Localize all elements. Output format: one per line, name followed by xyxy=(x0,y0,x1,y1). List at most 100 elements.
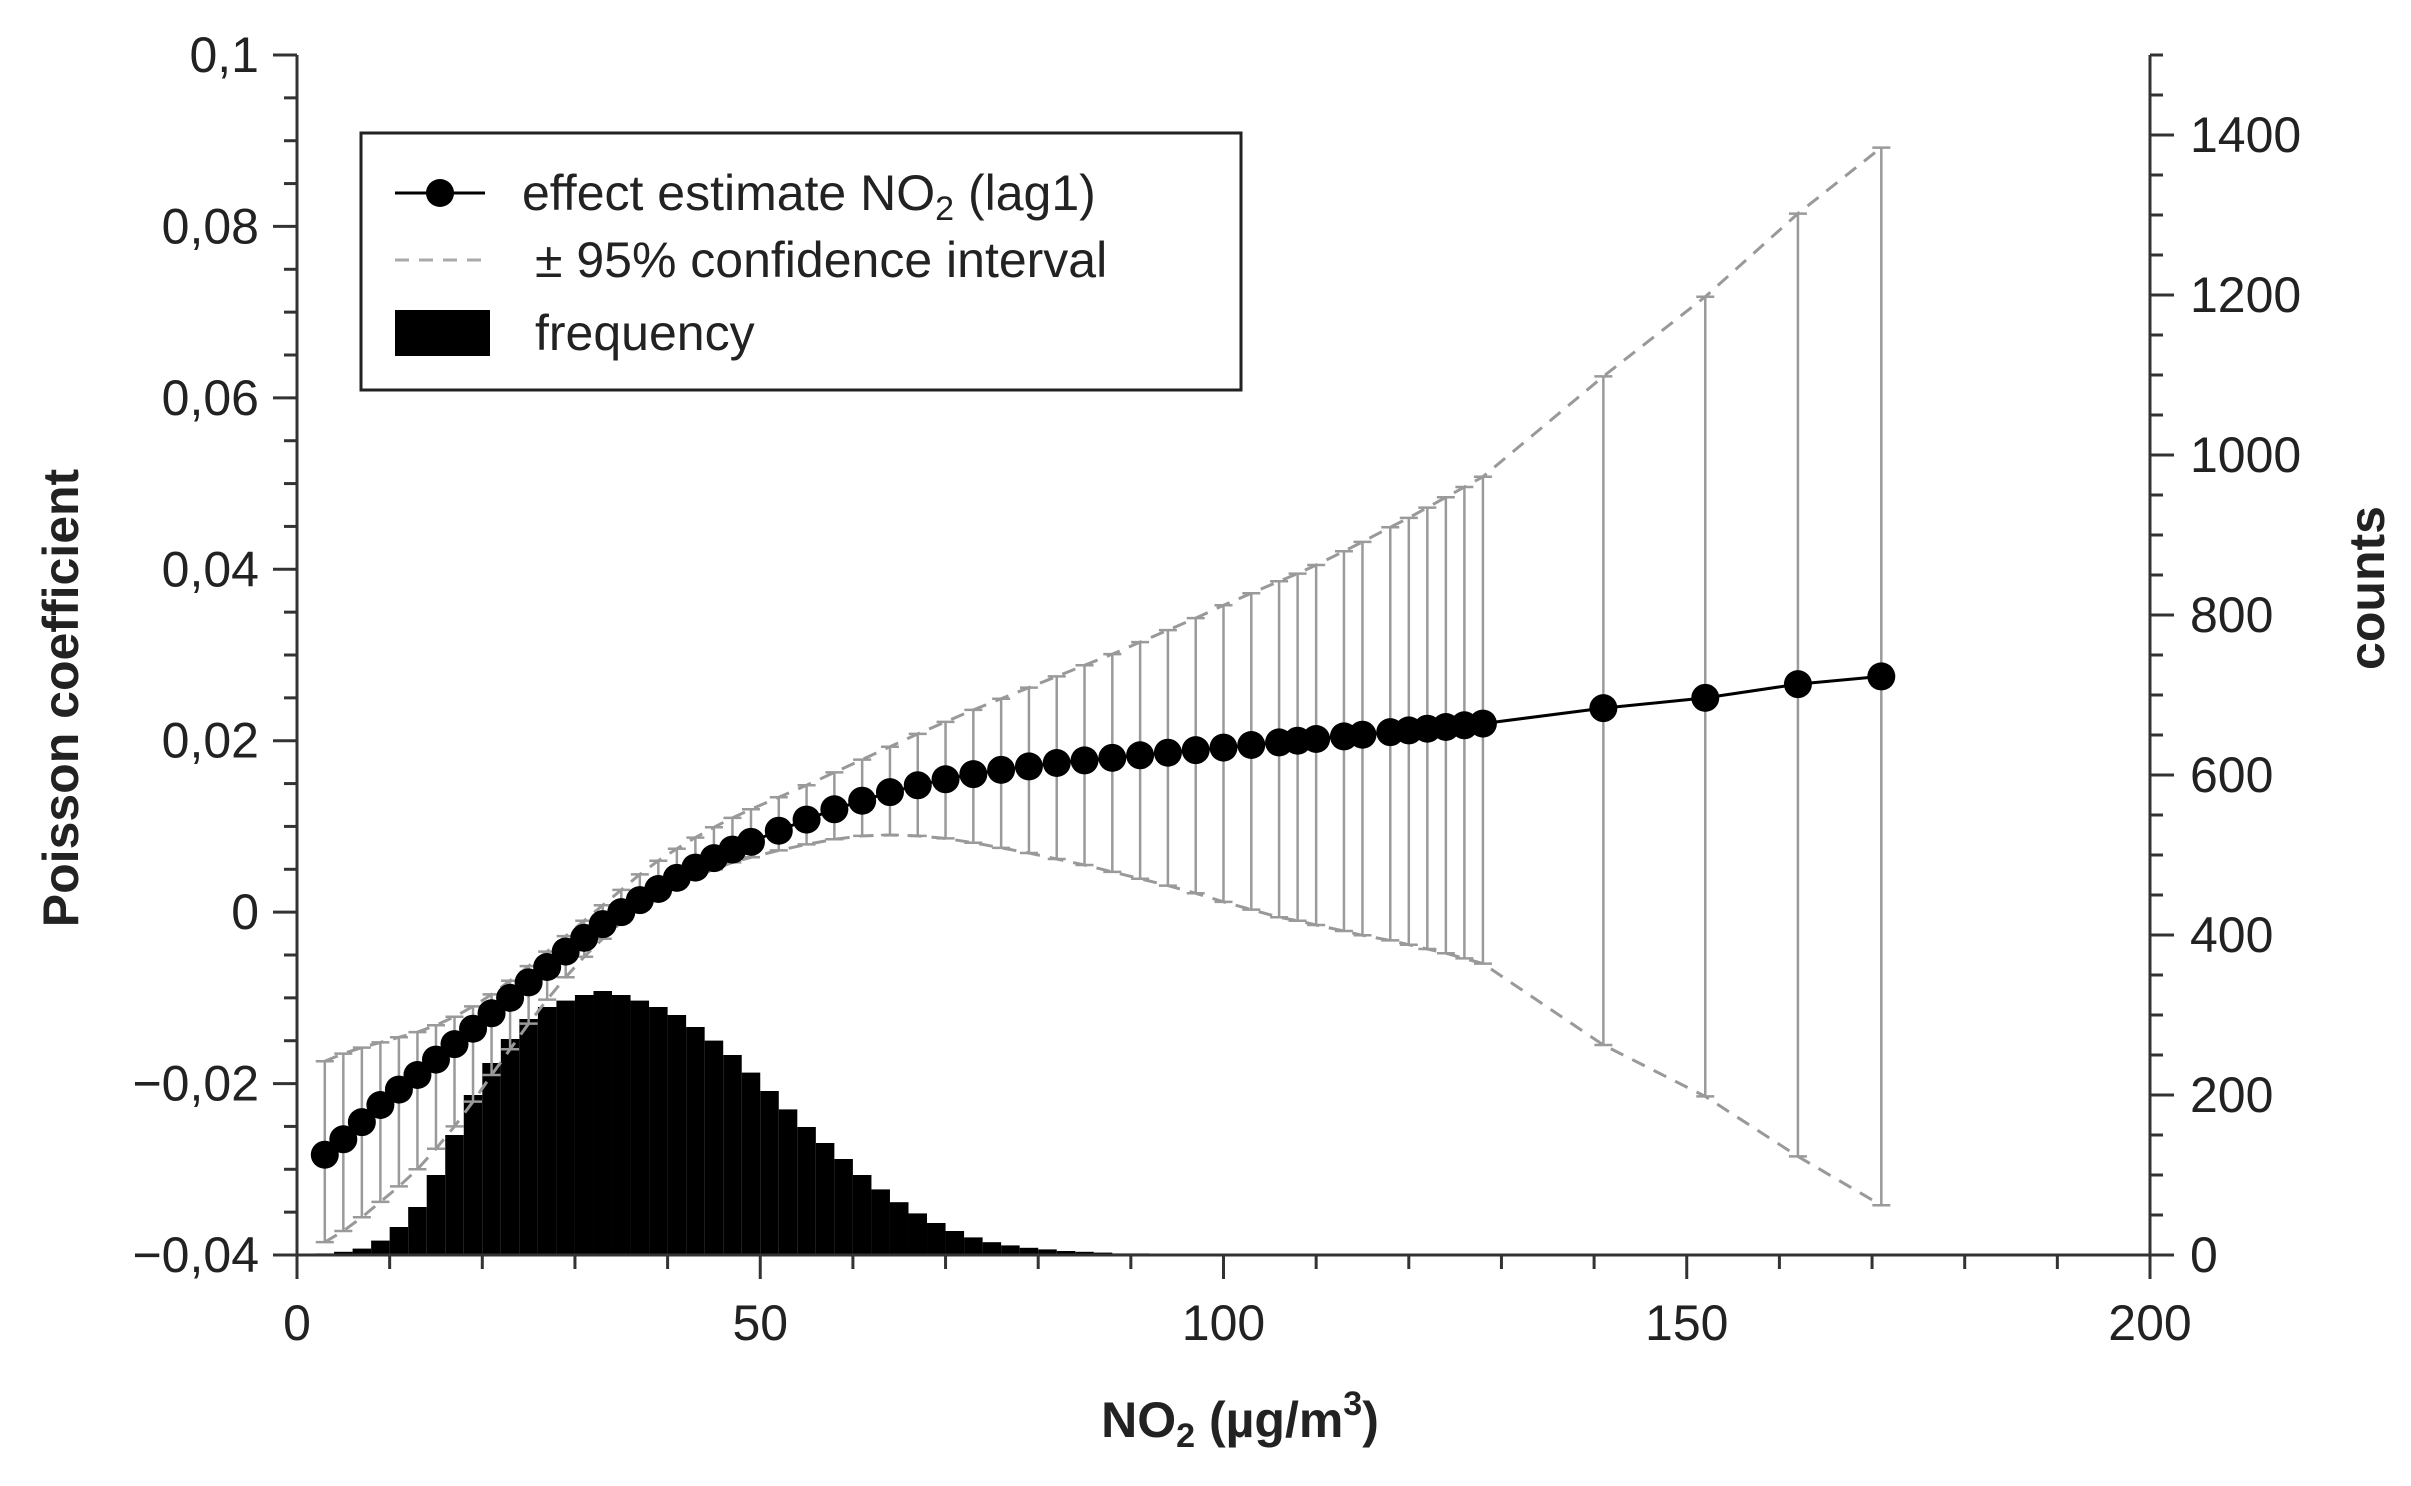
y2-axis-title: counts xyxy=(2339,506,2395,670)
histogram-bar xyxy=(760,1091,779,1255)
effect-point xyxy=(1237,731,1266,759)
effect-point xyxy=(347,1108,376,1137)
legend-box xyxy=(359,131,1243,392)
effect-point xyxy=(1867,662,1896,691)
effect-point xyxy=(959,760,988,789)
y2-tick-label: 200 xyxy=(2190,1067,2273,1123)
histogram-bar xyxy=(1019,1247,1039,1255)
ci-upper-line xyxy=(324,146,1883,1063)
effect-point xyxy=(736,827,765,856)
legend-frequency-swatch xyxy=(395,310,490,356)
histogram-bar xyxy=(574,995,594,1255)
histogram-bar xyxy=(1056,1251,1076,1255)
histogram-bar xyxy=(519,1019,538,1255)
effect-point xyxy=(1209,733,1238,762)
histogram-bar xyxy=(482,1063,501,1255)
histogram-bar xyxy=(1038,1249,1057,1255)
histogram-bar xyxy=(964,1237,983,1255)
effect-point xyxy=(1468,709,1497,738)
effect-point xyxy=(875,778,904,807)
histogram-bar xyxy=(667,1015,687,1255)
frequency-histogram xyxy=(315,991,1280,1255)
y-tick-label: −0,02 xyxy=(132,1056,259,1112)
effect-point xyxy=(477,999,506,1028)
legend: effect estimate NO2 (lag1) ± 95% confide… xyxy=(359,131,1243,392)
y2-tick-label: 600 xyxy=(2190,747,2273,803)
y2-tick-label: 0 xyxy=(2190,1227,2218,1283)
x-tick-label: 50 xyxy=(732,1295,788,1351)
x-tick-label: 150 xyxy=(1645,1295,1728,1351)
effect-point xyxy=(329,1125,358,1154)
histogram-bar xyxy=(834,1159,853,1255)
histogram-bar xyxy=(537,1007,557,1255)
histogram-bar xyxy=(371,1240,390,1255)
effect-point xyxy=(1014,752,1043,781)
histogram-bar xyxy=(852,1175,872,1255)
x-axis-title: NO2 (µg/m3) xyxy=(1101,1385,1379,1455)
effect-point xyxy=(310,1140,339,1169)
histogram-bar xyxy=(334,1251,353,1255)
histogram-bar xyxy=(426,1175,446,1255)
histogram-bar xyxy=(871,1189,890,1255)
effect-point xyxy=(1153,738,1182,767)
x-tick-label: 200 xyxy=(2108,1295,2191,1351)
effect-point xyxy=(987,755,1016,784)
y-tick-label: −0,04 xyxy=(132,1227,259,1283)
effect-point xyxy=(1691,683,1720,712)
histogram-bar xyxy=(649,1007,668,1255)
y2-tick-label: 800 xyxy=(2190,587,2273,643)
effect-point xyxy=(514,968,543,997)
histogram-bar xyxy=(593,991,613,1255)
histogram-bar xyxy=(556,1000,575,1255)
effect-point xyxy=(366,1091,395,1119)
effect-point xyxy=(1589,694,1618,723)
histogram-bar xyxy=(408,1207,427,1255)
y2-tick-label: 1200 xyxy=(2190,267,2301,323)
effect-point xyxy=(1348,720,1377,749)
axes: −0,04 −0,02 0 0,02 0,04 0,06 0,08 0,1 0 200 400 600… xyxy=(132,27,2301,1351)
histogram-bar xyxy=(723,1055,742,1255)
effect-point xyxy=(421,1045,450,1074)
effect-estimate-series xyxy=(310,662,1896,1169)
histogram-bar xyxy=(945,1231,965,1255)
histogram-bar xyxy=(630,1000,650,1255)
histogram-bar xyxy=(686,1027,705,1255)
histogram-bar xyxy=(1075,1251,1094,1255)
histogram-bar xyxy=(463,1095,483,1255)
effect-point xyxy=(533,953,562,981)
confidence-interval-lines xyxy=(324,146,1883,1244)
effect-point xyxy=(820,795,849,824)
effect-point xyxy=(1302,725,1331,753)
y2-tick-label: 400 xyxy=(2190,907,2273,963)
effect-point xyxy=(931,765,960,794)
histogram-bar xyxy=(815,1143,835,1255)
y-axis-title: Poisson coefficient xyxy=(33,468,89,927)
effect-point xyxy=(1042,749,1071,777)
ci-lower-line xyxy=(324,833,1883,1244)
x-tick-label: 0 xyxy=(283,1295,311,1351)
y-tick-label: 0,08 xyxy=(162,198,259,254)
histogram-bar xyxy=(982,1242,1002,1255)
y-tick-label: 0,04 xyxy=(162,541,259,597)
histogram-bar xyxy=(352,1248,372,1255)
effect-point xyxy=(1126,741,1155,770)
y2-tick-label: 1000 xyxy=(2190,427,2301,483)
effect-point xyxy=(792,805,821,834)
y-tick-label: 0,06 xyxy=(162,370,259,426)
histogram-bar xyxy=(889,1202,909,1255)
histogram-bar xyxy=(778,1109,798,1255)
histogram-bar xyxy=(500,1039,520,1255)
effect-point xyxy=(1181,736,1210,765)
histogram-bar xyxy=(1001,1245,1020,1255)
effect-point xyxy=(1070,746,1099,775)
effect-point xyxy=(440,1030,469,1059)
histogram-bar xyxy=(741,1072,761,1255)
y-tick-label: 0,02 xyxy=(162,713,259,769)
effect-point xyxy=(496,983,525,1012)
legend-frequency-label: frequency xyxy=(535,305,755,361)
x-tick-label: 100 xyxy=(1182,1295,1265,1351)
effect-point xyxy=(848,786,877,815)
y2-tick-label: 1400 xyxy=(2190,107,2301,163)
histogram-bar xyxy=(704,1040,724,1255)
